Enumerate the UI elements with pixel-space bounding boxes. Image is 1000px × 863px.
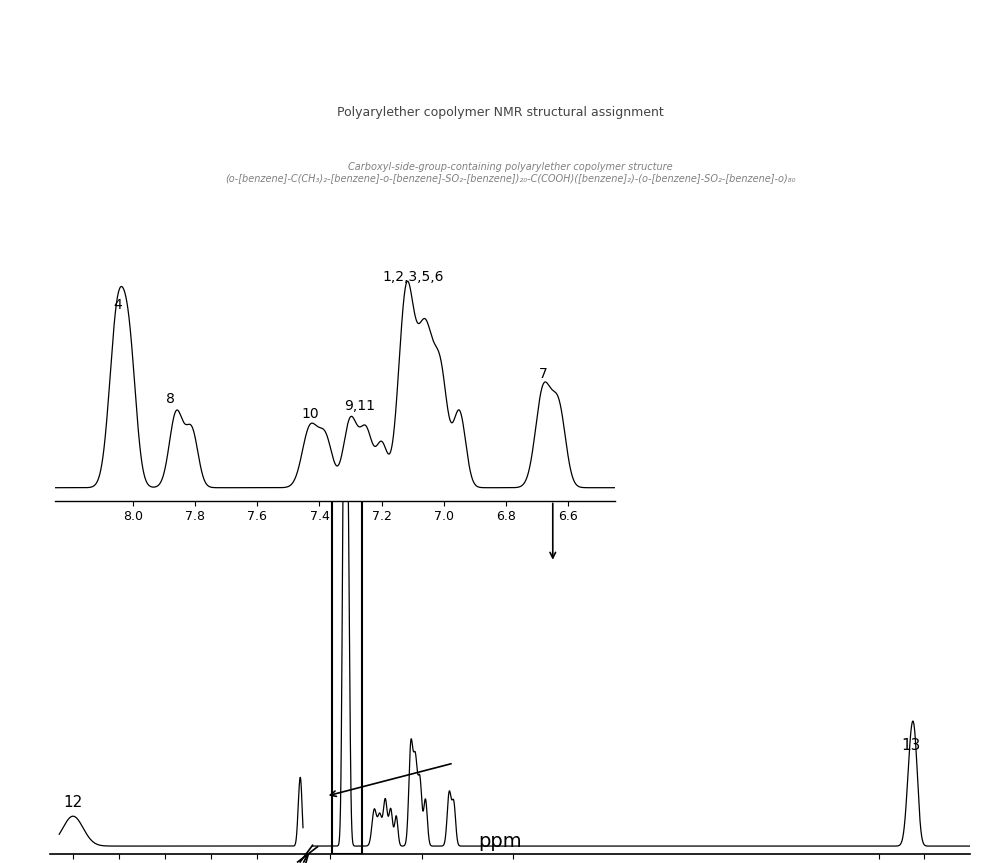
Text: 13: 13 <box>901 738 920 753</box>
Text: 10: 10 <box>301 407 319 421</box>
Text: 4: 4 <box>113 299 122 312</box>
Text: Polyarylether copolymer NMR structural assignment: Polyarylether copolymer NMR structural a… <box>337 105 663 119</box>
Text: 7: 7 <box>539 367 548 381</box>
Text: 1,2,3,5,6: 1,2,3,5,6 <box>382 270 444 285</box>
Text: 12: 12 <box>63 795 83 809</box>
Text: 8: 8 <box>166 393 175 406</box>
Bar <box>332 348 362 854</box>
Text: ppm: ppm <box>478 832 522 851</box>
Text: 9,11: 9,11 <box>344 399 375 413</box>
Text: Carboxyl-side-group-containing polyarylether copolymer structure
(o-[benzene]-C(: Carboxyl-side-group-containing polyaryle… <box>225 161 795 183</box>
